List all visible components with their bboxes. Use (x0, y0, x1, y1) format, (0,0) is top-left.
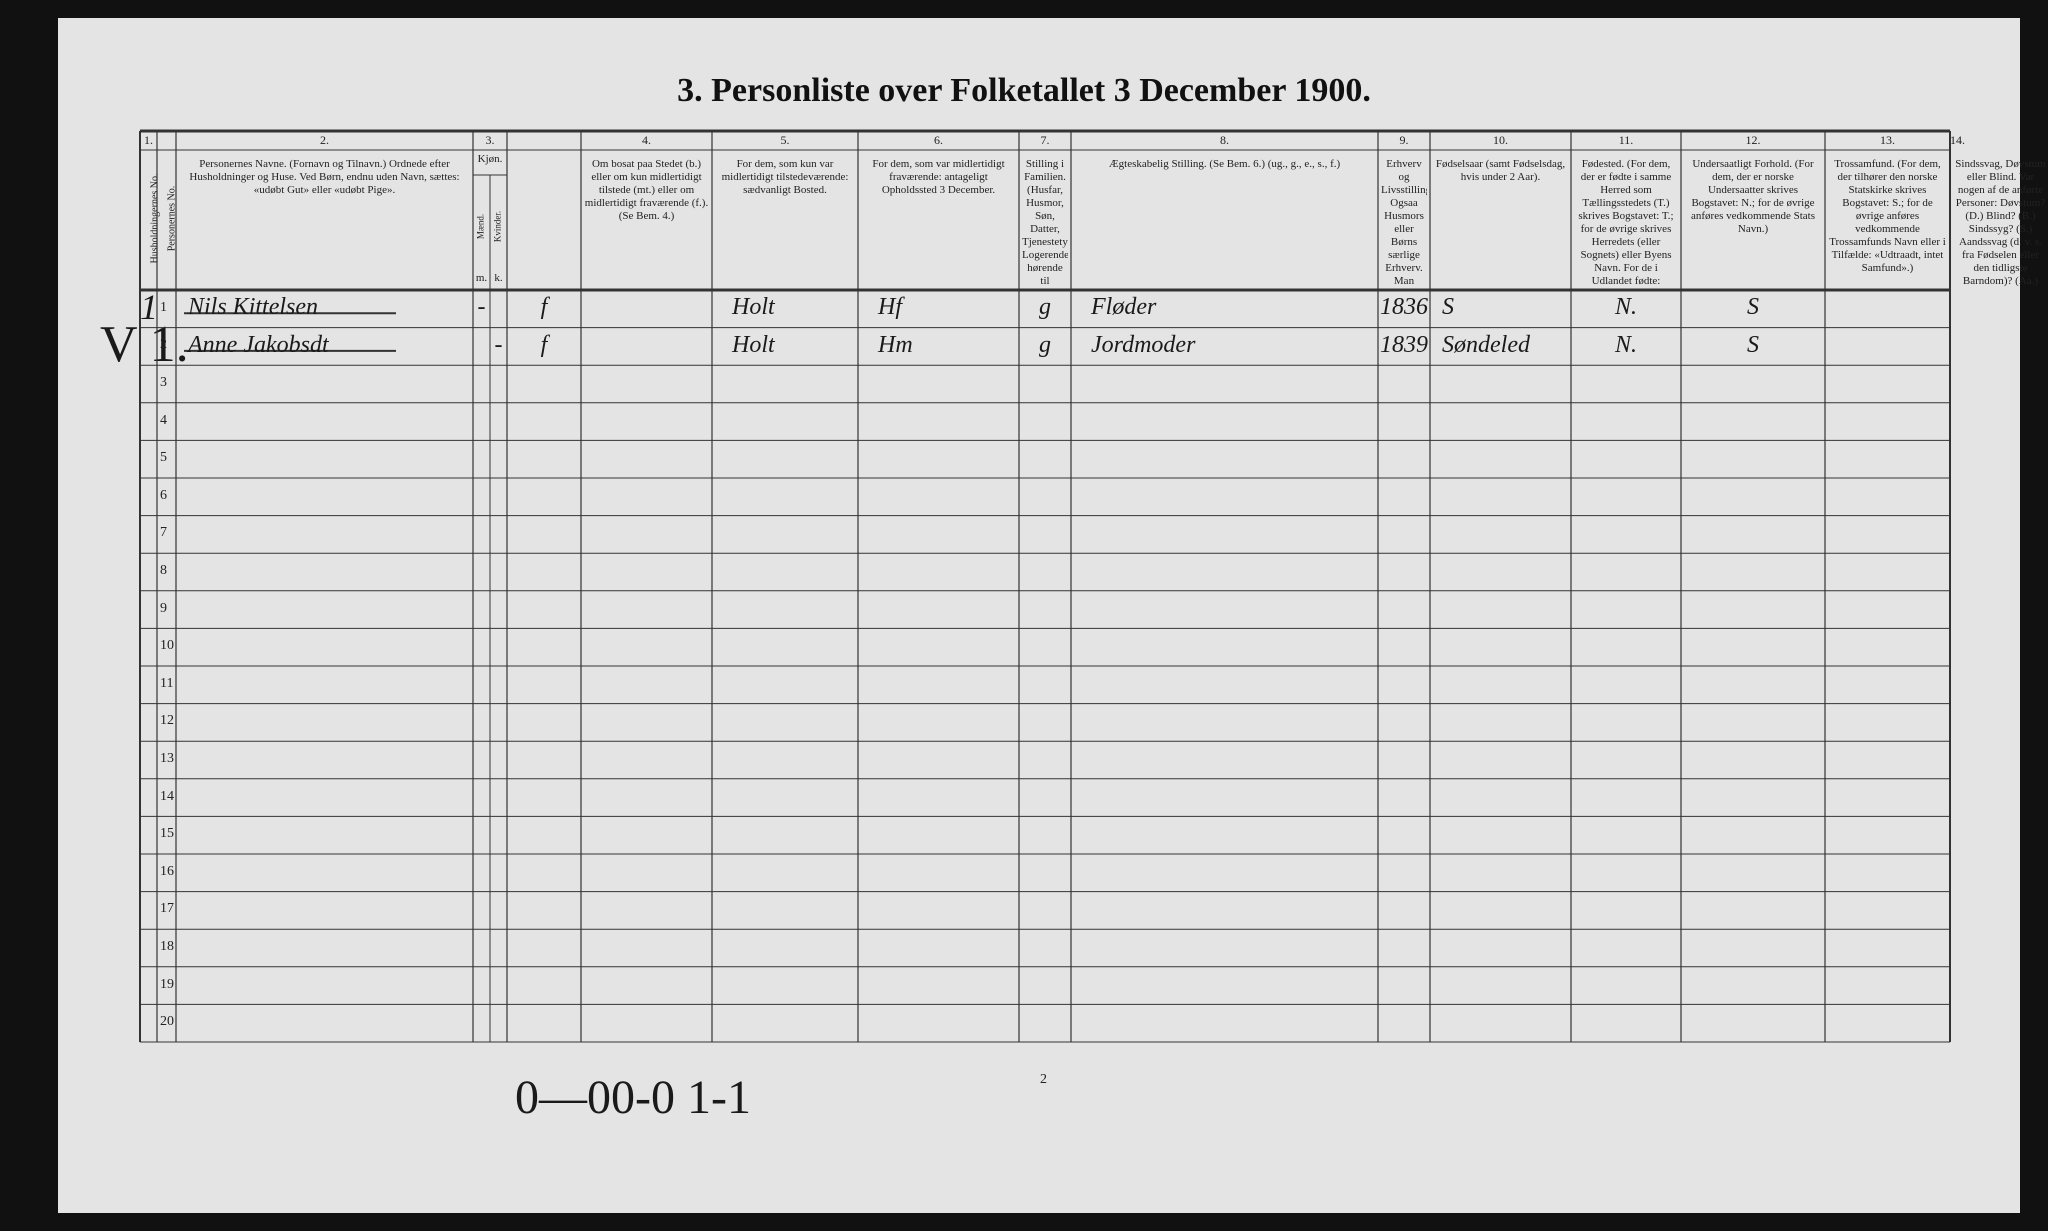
row-number: 19 (160, 976, 174, 992)
row-number: 12 (160, 713, 174, 729)
entry-absent_place: Holt (732, 331, 775, 358)
row-number: 2 (160, 337, 167, 353)
column-number: 9. (1399, 133, 1409, 147)
row-number: 8 (160, 563, 167, 578)
row-number: 9 (160, 600, 167, 616)
column-header: Ægteskabelig Stilling. (Se Bem. 6.) (ug.… (1108, 158, 1341, 170)
entry-family: Hm (878, 331, 913, 358)
row-number: 7 (160, 525, 167, 541)
entry-name: Anne Jakobsdt (188, 331, 329, 358)
column-header: Sindssvag, Døvstum eller Blind. Var noge… (1955, 158, 2046, 287)
entry-marital: g (1039, 293, 1051, 320)
column-header: Husholdningernes No. (149, 173, 161, 264)
sex-subheader: Mænd. (475, 213, 486, 240)
row-number: 4 (160, 412, 167, 428)
column-header: For dem, som var midlertidigt fraværende… (872, 158, 1005, 196)
row-number: 13 (160, 751, 174, 766)
column-header: Fødselsaar (samt Fødselsdag, hvis under … (1435, 158, 1566, 183)
column-number: 8. (1220, 133, 1229, 147)
column-number: 14. (1950, 133, 1965, 147)
row-number: 1 (160, 299, 167, 315)
row-number: 17 (160, 901, 174, 917)
column-header: Kjøn. (477, 153, 503, 165)
column-header: Erhverv og Livsstilling. Ogsaa Husmors e… (1381, 158, 1427, 290)
entry-name: Nils Kittelsen (188, 293, 319, 320)
entry-citizenship: N. (1614, 331, 1637, 358)
row-number: 20 (160, 1014, 174, 1030)
footer-note: 0—00-0 1-1 (515, 1071, 751, 1124)
column-header: Om bosat paa Stedet (b.) eller om kun mi… (584, 158, 709, 222)
column-number: 11. (1618, 133, 1634, 147)
sex-letter: m. (475, 272, 488, 284)
entry-born: 1836 (1380, 293, 1428, 320)
margin-note: V 1. (100, 316, 189, 373)
column-number: 13. (1880, 133, 1895, 147)
column-number: 4. (642, 133, 651, 147)
column-header: Stilling i Familien. (Husfar, Husmor, Sø… (1022, 158, 1068, 290)
entry-citizenship: N. (1614, 293, 1637, 320)
paper (58, 18, 2020, 1213)
page-number: 2 (1040, 1072, 1047, 1087)
column-header: Trossamfund. (For dem, der tilhører den … (1829, 158, 1946, 274)
column-number: 12. (1745, 133, 1761, 147)
entry-birthplace: S (1442, 293, 1454, 320)
row-number: 14 (160, 788, 174, 804)
entry-residence: f (540, 293, 548, 320)
entry-male: - (477, 293, 486, 320)
entry-occupation: Jordmoder (1091, 331, 1196, 358)
entry-occupation: Fløder (1091, 293, 1157, 320)
row-number: 5 (160, 450, 167, 466)
row-number: 16 (160, 863, 174, 879)
row-number: 6 (160, 487, 167, 503)
row-number: 15 (160, 826, 174, 842)
entry-marital: g (1039, 331, 1051, 358)
entry-family: Hf (878, 293, 902, 320)
column-header: Personernes No. (166, 185, 178, 252)
row-number: 10 (160, 638, 174, 654)
entry-born: 1839 (1380, 331, 1428, 358)
sex-letter: k. (494, 272, 503, 284)
column-number: 3. (485, 133, 495, 147)
column-number: 5. (780, 133, 790, 147)
column-number: 7. (1040, 133, 1050, 147)
entry-household: 1 (140, 287, 158, 328)
column-number: 6. (934, 133, 943, 147)
column-header: For dem, som kun var midlertidigt tilste… (721, 158, 849, 196)
entry-religion: S (1747, 331, 1759, 358)
sex-subheader: Kvinder. (492, 210, 503, 243)
column-header: Personernes Navne. (Fornavn og Tilnavn.)… (189, 158, 460, 196)
row-number: 11 (160, 675, 174, 691)
entry-religion: S (1747, 293, 1759, 320)
entry-birthplace: Søndeled (1442, 331, 1530, 358)
title: 3. Personliste over Folketallet 3 Decemb… (677, 72, 1371, 109)
column-number: 1. (144, 133, 153, 147)
column-number: 10. (1493, 133, 1508, 147)
column-number: 2. (320, 133, 329, 147)
column-header: Undersaatligt Forhold. (For dem, der er … (1690, 158, 1816, 235)
entry-absent_place: Holt (732, 293, 775, 320)
entry-residence: f (540, 331, 548, 358)
entry-female: - (494, 331, 503, 358)
column-header: Fødested. (For dem, der er fødte i samme… (1577, 158, 1676, 290)
row-number: 3 (160, 375, 167, 390)
row-number: 18 (160, 939, 174, 954)
